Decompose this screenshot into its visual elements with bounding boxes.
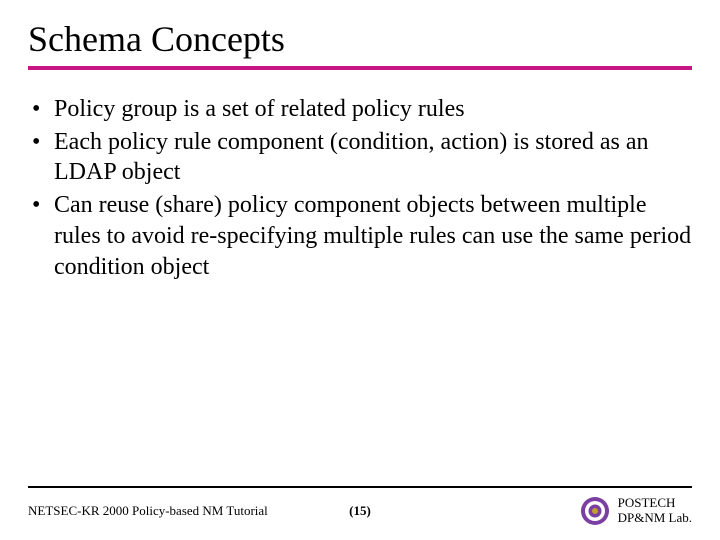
bullet-item: Can reuse (share) policy component objec…	[54, 190, 692, 282]
slide-title: Schema Concepts	[28, 18, 692, 60]
footer-org-line2: DP&NM Lab.	[618, 511, 692, 526]
footer-page-number: (15)	[339, 503, 381, 519]
footer-org-line1: POSTECH	[618, 496, 692, 511]
footer-rule	[28, 486, 692, 488]
footer-left-text: NETSEC-KR 2000 Policy-based NM Tutorial	[28, 503, 339, 519]
title-underline	[28, 66, 692, 70]
bullet-item: Each policy rule component (condition, a…	[54, 127, 692, 188]
bullet-list: Policy group is a set of related policy …	[28, 94, 692, 282]
postech-logo-icon	[580, 496, 610, 526]
slide-footer: NETSEC-KR 2000 Policy-based NM Tutorial …	[28, 486, 692, 526]
bullet-item: Policy group is a set of related policy …	[54, 94, 692, 125]
